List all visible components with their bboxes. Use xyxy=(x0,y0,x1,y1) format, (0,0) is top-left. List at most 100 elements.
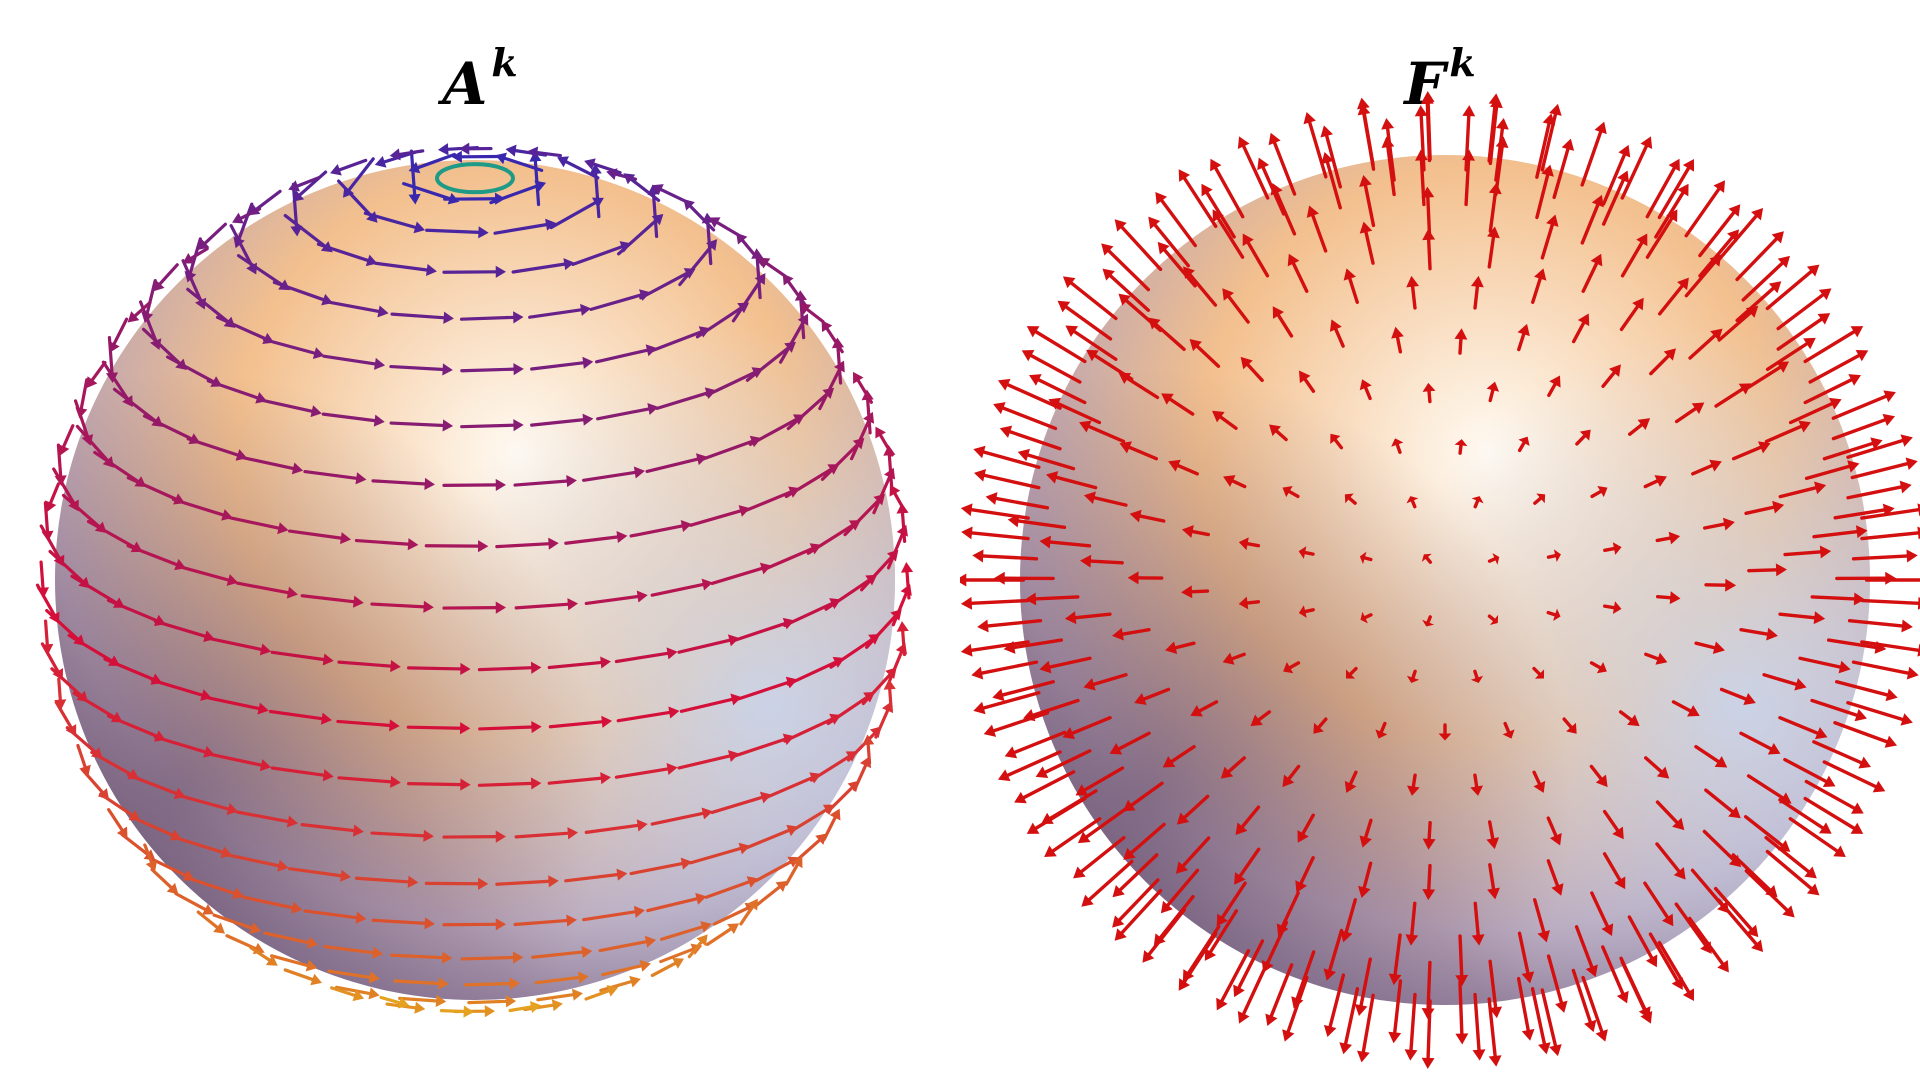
tangent-arrow xyxy=(459,311,524,324)
radial-arrow xyxy=(1532,770,1546,793)
tangent-arrow xyxy=(687,934,708,959)
radial-arrow xyxy=(1168,459,1199,476)
tangent-arrow xyxy=(208,637,272,656)
radial-arrow xyxy=(1744,500,1785,516)
tangent-arrow xyxy=(303,469,367,485)
radial-arrow xyxy=(1822,437,1883,461)
radial-arrow xyxy=(1655,800,1685,831)
tangent-arrow xyxy=(511,258,575,274)
tangent-arrow xyxy=(176,793,239,815)
tangent-arrow xyxy=(508,1001,542,1013)
radial-arrow xyxy=(1155,191,1197,248)
tangent-arrow xyxy=(212,913,262,934)
tangent-arrow xyxy=(704,876,759,899)
radial-arrow xyxy=(1238,596,1261,610)
tangent-arrow xyxy=(406,722,471,735)
radial-arrow xyxy=(1359,221,1375,265)
tangent-arrow xyxy=(477,661,542,674)
tangent-arrow xyxy=(263,931,319,949)
radial-arrow xyxy=(1222,288,1250,324)
radial-arrow xyxy=(1220,756,1246,779)
tangent-arrow xyxy=(708,217,740,237)
radial-arrow xyxy=(1860,640,1920,657)
tangent-arrow xyxy=(617,213,664,256)
radial-arrow xyxy=(1454,439,1468,455)
tangent-arrow xyxy=(226,515,289,535)
radial-arrow xyxy=(1062,716,1112,740)
radial-arrow xyxy=(1242,233,1270,278)
radial-arrow xyxy=(1580,121,1607,187)
radial-arrow xyxy=(1102,268,1150,312)
radial-arrow xyxy=(1601,170,1630,226)
tangent-arrow xyxy=(495,875,559,888)
radial-arrow xyxy=(1118,372,1160,400)
radial-arrow xyxy=(1847,619,1913,633)
radial-arrow xyxy=(1438,723,1452,741)
radial-arrow xyxy=(1391,326,1404,354)
radial-arrow xyxy=(1717,207,1764,262)
radial-arrow xyxy=(1516,976,1535,1041)
tangent-arrow xyxy=(283,968,322,986)
radial-arrow xyxy=(1486,381,1500,403)
tangent-arrow xyxy=(259,398,322,418)
radial-arrow xyxy=(1603,601,1622,615)
tangent-arrow xyxy=(853,756,872,792)
tangent-arrow xyxy=(182,247,209,264)
radial-arrow xyxy=(1833,721,1898,748)
tangent-arrow xyxy=(370,600,434,613)
radial-arrow xyxy=(1406,669,1420,684)
radial-arrow xyxy=(1704,788,1741,819)
radial-arrow xyxy=(1029,374,1087,405)
radial-arrow xyxy=(1691,459,1722,476)
radial-arrow xyxy=(1157,241,1197,288)
tangent-arrow xyxy=(150,867,179,895)
tangent-arrow xyxy=(650,578,713,597)
radial-arrow xyxy=(999,425,1062,451)
radial-arrow xyxy=(1655,531,1681,545)
radial-arrow xyxy=(1039,535,1092,549)
radial-arrow xyxy=(1502,721,1515,739)
tangent-arrow xyxy=(407,778,471,791)
radial-arrow xyxy=(1745,361,1790,391)
radial-arrow xyxy=(1238,537,1261,551)
tangent-arrow xyxy=(527,146,562,159)
radial-arrow xyxy=(1181,585,1210,599)
radial-arrow xyxy=(1590,485,1608,499)
radial-arrow xyxy=(1618,710,1640,727)
tangent-arrow xyxy=(853,371,873,404)
radial-arrow xyxy=(973,691,1041,715)
radial-arrow xyxy=(1014,770,1076,804)
radial-arrow xyxy=(1148,216,1191,268)
radial-arrow xyxy=(997,750,1062,782)
radial-arrow xyxy=(1004,730,1067,759)
radial-arrow xyxy=(1643,475,1667,489)
radial-arrow xyxy=(1119,441,1159,461)
tangent-arrow xyxy=(300,594,364,608)
radial-arrow xyxy=(1487,863,1500,900)
tangent-arrow xyxy=(127,300,152,323)
radial-arrow xyxy=(1776,313,1831,351)
tangent-arrow xyxy=(467,995,517,1008)
tangent-arrow xyxy=(477,777,542,790)
tangent-arrow xyxy=(606,168,638,181)
radial-arrow xyxy=(1026,326,1087,364)
radial-arrow xyxy=(1860,503,1920,520)
radial-arrow xyxy=(1831,390,1896,420)
radial-arrow xyxy=(1021,349,1082,384)
radial-arrow xyxy=(1739,627,1778,641)
radial-arrow xyxy=(1123,822,1166,860)
tangent-arrow xyxy=(821,320,844,354)
radial-arrow xyxy=(1765,849,1820,896)
radial-arrow xyxy=(1850,457,1918,480)
radial-arrow xyxy=(1083,491,1128,507)
radial-arrow xyxy=(1080,554,1124,568)
tangent-arrow xyxy=(371,917,435,930)
radial-arrow xyxy=(960,640,1030,657)
tangent-arrow xyxy=(601,959,651,977)
radial-arrow xyxy=(1114,219,1163,272)
tangent-arrow xyxy=(327,969,380,984)
tangent-arrow xyxy=(614,647,678,664)
tangent-arrow xyxy=(530,413,594,427)
radial-arrow xyxy=(1798,656,1851,674)
tangent-arrow xyxy=(323,945,384,959)
